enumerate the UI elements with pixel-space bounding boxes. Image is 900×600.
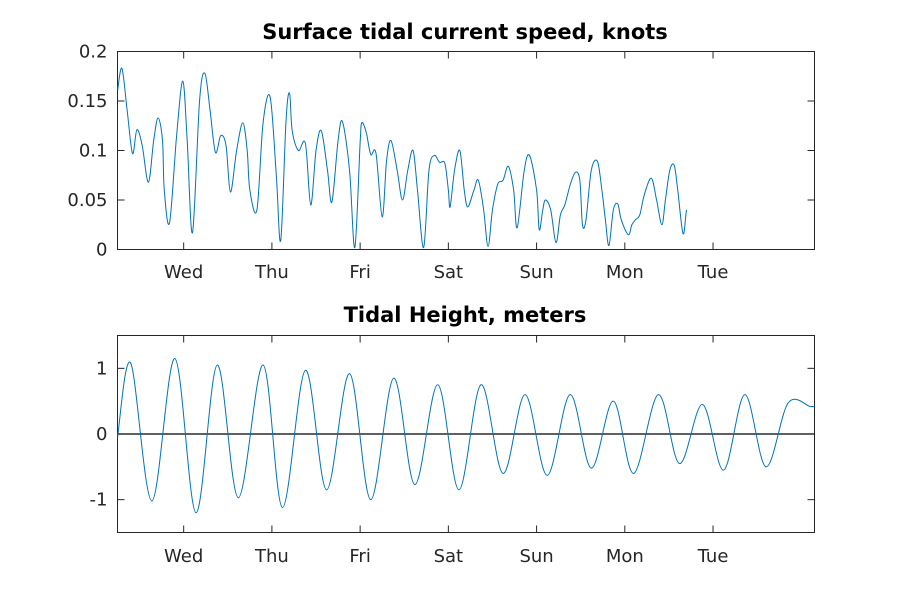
chart-title: Surface tidal current speed, knots — [262, 20, 668, 44]
x-tick-label: Fri — [349, 546, 370, 567]
x-tick-label: Thu — [254, 546, 289, 567]
y-tick-label: 0 — [96, 240, 107, 261]
x-tick-label: Fri — [349, 262, 370, 283]
series-line — [117, 357, 815, 514]
y-tick-label: 0.2 — [79, 42, 108, 63]
series-group — [117, 357, 815, 514]
y-tick-label: -1 — [90, 490, 108, 511]
y-tick-label: 1 — [96, 358, 107, 379]
x-tick-label: Sat — [434, 546, 464, 567]
y-axis: 0 0.05 0.1 0.15 0.2 — [67, 42, 815, 261]
series-group — [117, 67, 688, 249]
x-tick-label: Mon — [606, 262, 644, 283]
y-tick-label: 0.05 — [67, 190, 107, 211]
y-tick-label: 0.1 — [79, 141, 108, 162]
chart-title: Tidal Height, meters — [344, 303, 587, 327]
tidal-height-chart: Tidal Height, meters Wed Thu Fri Sat Sun Mon T… — [90, 303, 815, 567]
x-tick-label: Thu — [254, 262, 289, 283]
series-line — [117, 67, 688, 249]
x-axis: Wed Thu Fri Sat Sun Mon Tue — [164, 51, 729, 283]
x-axis: Wed Thu Fri Sat Sun Mon Tue — [164, 335, 729, 567]
x-tick-label: Mon — [606, 546, 644, 567]
x-tick-label: Sun — [519, 262, 553, 283]
x-tick-label: Tue — [697, 262, 729, 283]
x-tick-label: Sat — [434, 262, 464, 283]
y-tick-label: 0 — [96, 424, 107, 445]
current-speed-chart: Surface tidal current speed, knots Wed Th… — [67, 20, 815, 283]
x-tick-label: Sun — [519, 546, 553, 567]
x-tick-label: Wed — [164, 546, 203, 567]
x-tick-label: Tue — [697, 546, 729, 567]
y-tick-label: 0.15 — [67, 91, 107, 112]
x-tick-label: Wed — [164, 262, 203, 283]
